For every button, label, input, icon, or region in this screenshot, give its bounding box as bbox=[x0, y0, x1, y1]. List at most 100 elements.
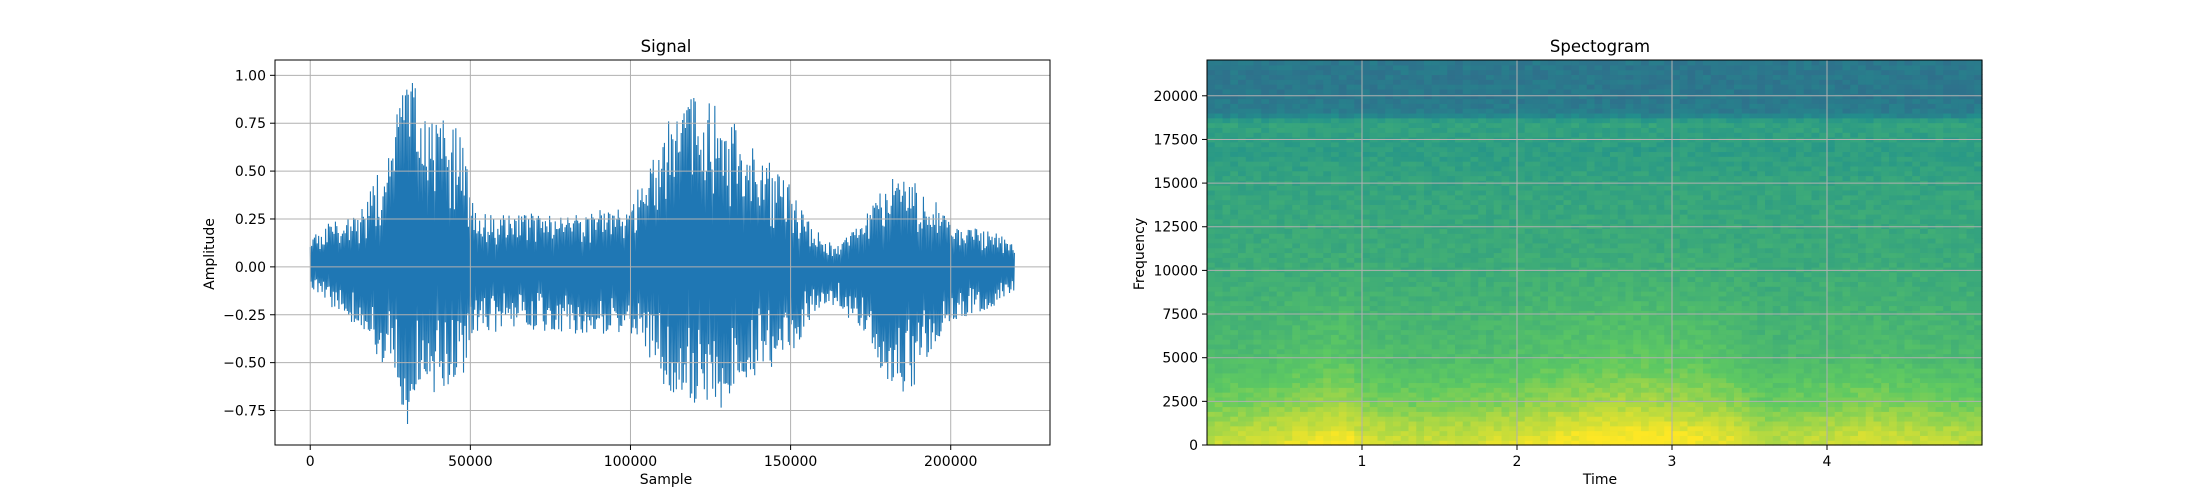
spectrogram-cell bbox=[1571, 84, 1580, 90]
spectrogram-cell bbox=[1207, 84, 1216, 90]
spectrogram-cell bbox=[1323, 74, 1332, 80]
spectrogram-cell bbox=[1284, 372, 1293, 379]
spectrogram-cell bbox=[1679, 262, 1689, 268]
spectrogram-cell bbox=[1563, 387, 1572, 393]
spectrogram-cell bbox=[1532, 141, 1541, 148]
spectrogram-cell bbox=[1207, 363, 1216, 369]
spectrogram-cell bbox=[1346, 319, 1355, 326]
spectrogram-cell bbox=[1269, 98, 1278, 104]
spectrogram-cell bbox=[1656, 156, 1665, 162]
spectrogram-cell bbox=[1292, 329, 1301, 335]
spectrogram-cell bbox=[1579, 416, 1588, 422]
spectrogram-cell bbox=[1455, 353, 1464, 359]
spectrogram-cell bbox=[1331, 372, 1340, 379]
spectrogram-cell bbox=[1393, 363, 1402, 369]
spectrogram-cell bbox=[1540, 368, 1549, 374]
spectrogram-cell bbox=[1447, 392, 1456, 398]
spectrogram-cell bbox=[1276, 401, 1286, 408]
spectrogram-cell bbox=[1377, 218, 1386, 225]
spectrogram-cell bbox=[1540, 112, 1549, 119]
spectrogram-cell bbox=[1385, 396, 1394, 403]
spectrogram-cell bbox=[1509, 199, 1518, 205]
spectrogram-cell bbox=[1385, 281, 1394, 287]
spectrogram-cell bbox=[1555, 368, 1565, 374]
spectrogram-cell bbox=[1238, 382, 1247, 388]
spectrogram-cell bbox=[1408, 218, 1417, 225]
spectrogram-cell bbox=[1633, 98, 1642, 104]
spectrogram-cell bbox=[1672, 271, 1681, 278]
spectrogram-cell bbox=[1664, 420, 1673, 427]
spectrogram-cell bbox=[1393, 132, 1402, 138]
spectrogram-cell bbox=[1540, 295, 1549, 302]
spectrogram-cell bbox=[1470, 425, 1479, 432]
spectrogram-cell bbox=[1238, 247, 1247, 254]
spectrogram-cell bbox=[1431, 324, 1441, 331]
spectrogram-cell bbox=[1517, 324, 1526, 331]
spectrogram-cell bbox=[1284, 141, 1293, 148]
spectrogram-cell bbox=[1524, 363, 1534, 369]
spectrogram-cell bbox=[1455, 310, 1464, 316]
spectrogram-cell bbox=[1470, 266, 1479, 273]
spectrogram-cell bbox=[1362, 79, 1371, 85]
spectrogram-cell bbox=[1648, 300, 1658, 307]
spectrogram-cell bbox=[1555, 132, 1565, 138]
spectrogram-cell bbox=[1338, 276, 1348, 282]
spectrogram-cell bbox=[1470, 430, 1479, 436]
spectrogram-cell bbox=[1253, 310, 1262, 316]
spectrogram-cell bbox=[1462, 295, 1472, 302]
spectrogram-cell bbox=[1253, 74, 1262, 80]
spectrogram-cell bbox=[1222, 228, 1231, 234]
spectrogram-cell bbox=[1369, 430, 1379, 436]
spectrogram-cell bbox=[1509, 238, 1518, 244]
spectrogram-cell bbox=[1346, 117, 1355, 124]
spectrogram-cell bbox=[1656, 103, 1665, 109]
spectrogram-cell bbox=[1594, 175, 1603, 181]
spectrogram-cell bbox=[1416, 387, 1425, 393]
spectrogram-cell bbox=[1385, 247, 1394, 254]
spectrogram-cell bbox=[1548, 435, 1557, 441]
spectrogram-cell bbox=[1238, 209, 1247, 215]
spectrogram-cell bbox=[1369, 170, 1379, 177]
spectrogram-cell bbox=[1284, 175, 1293, 181]
spectrogram-cell bbox=[1439, 238, 1448, 244]
spectrogram-cell bbox=[1207, 185, 1216, 191]
spectrogram-cell bbox=[1540, 214, 1549, 220]
spectrogram-cell bbox=[1400, 387, 1410, 393]
spectrogram-cell bbox=[1307, 112, 1317, 119]
spectrogram-cell bbox=[1679, 387, 1689, 393]
spectrogram-cell bbox=[1571, 406, 1580, 412]
spectrogram-cell bbox=[1625, 406, 1634, 412]
spectrogram-cell bbox=[1276, 199, 1286, 205]
spectrogram-cell bbox=[1416, 392, 1425, 398]
spectrogram-cell bbox=[1230, 425, 1239, 432]
spectrogram-cell bbox=[1214, 406, 1224, 412]
spectrogram-cell bbox=[1548, 348, 1557, 355]
spectrogram-cell bbox=[1625, 358, 1634, 364]
spectrogram-cell bbox=[1579, 199, 1588, 205]
spectrogram-cell bbox=[1408, 242, 1417, 249]
spectrogram-cell bbox=[1493, 329, 1503, 335]
spectrogram-cell bbox=[1338, 392, 1348, 398]
spectrogram-cell bbox=[1555, 199, 1565, 205]
spectrogram-cell bbox=[1579, 382, 1588, 388]
spectrogram-cell bbox=[1400, 392, 1410, 398]
spectrogram-cell bbox=[1393, 266, 1402, 273]
spectrogram-cell bbox=[1633, 435, 1642, 441]
spectrogram-cell bbox=[1424, 141, 1433, 148]
spectrogram-cell bbox=[1346, 382, 1355, 388]
spectrogram-cell bbox=[1470, 214, 1479, 220]
spectrogram-cell bbox=[1292, 324, 1301, 331]
spectrogram-cell bbox=[1602, 88, 1611, 95]
spectrogram-cell bbox=[1524, 339, 1534, 345]
spectrogram-cell bbox=[1486, 93, 1495, 100]
spectrogram-cell bbox=[1656, 266, 1665, 273]
spectrogram-cell bbox=[1214, 416, 1224, 422]
spectrogram-cell bbox=[1478, 324, 1487, 331]
spectrogram-cell bbox=[1509, 372, 1518, 379]
spectrogram-cell bbox=[1431, 79, 1441, 85]
spectrogram-cell bbox=[1586, 262, 1596, 268]
spectrogram-cell bbox=[1222, 392, 1231, 398]
spectrogram-cell bbox=[1586, 165, 1596, 172]
spectrogram-cell bbox=[1493, 420, 1503, 427]
spectrogram-cell bbox=[1447, 310, 1456, 316]
